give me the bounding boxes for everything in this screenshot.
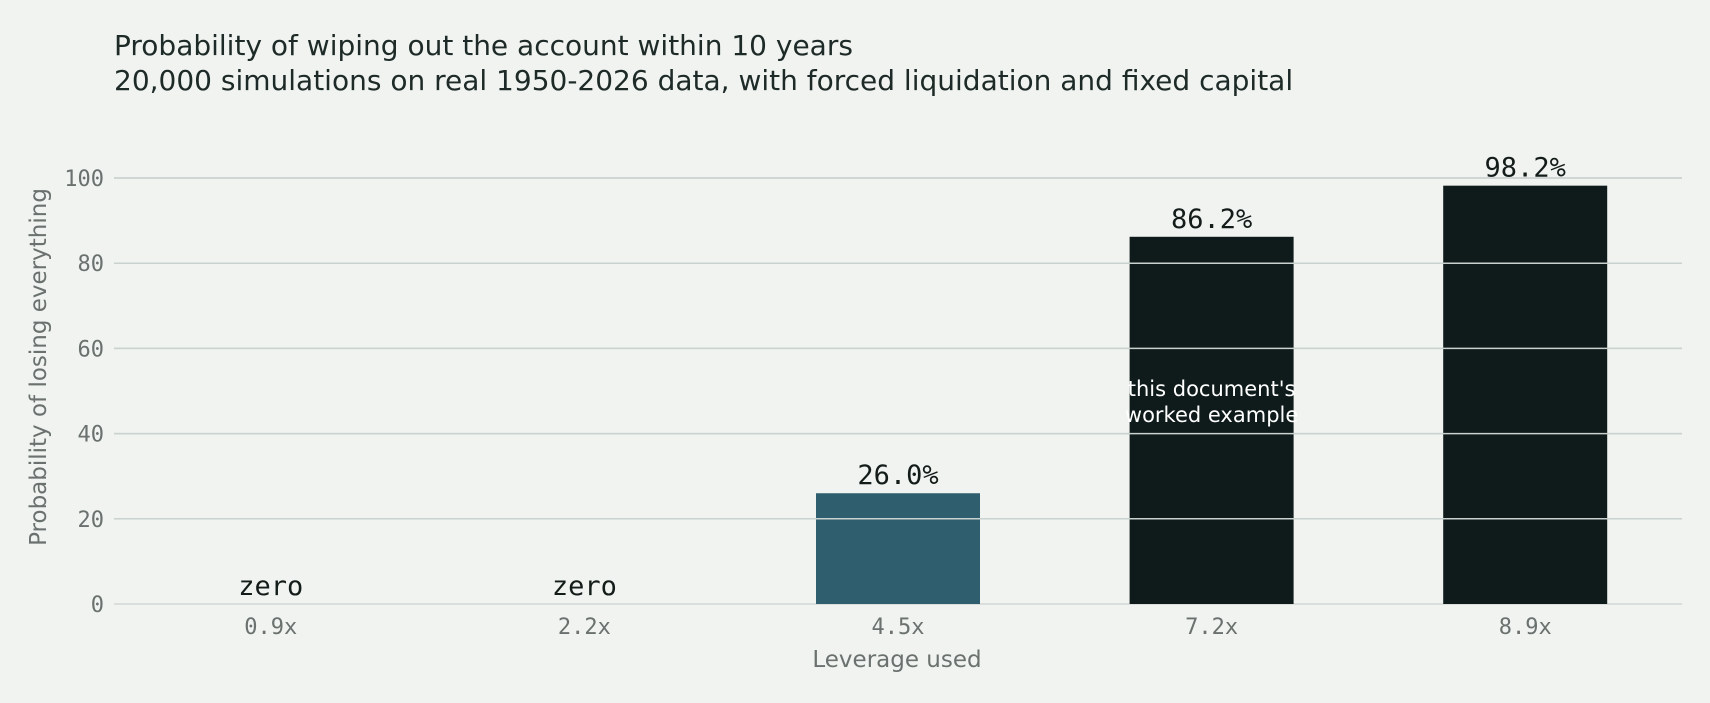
x-tick-label: 0.9x [244,615,297,640]
data-label: 26.0% [857,460,938,491]
y-tick-label: 20 [78,508,105,533]
x-axis-label: Leverage used [812,647,981,673]
data-label: zero [552,571,617,602]
bar [816,493,980,604]
y-tick-label: 100 [64,167,104,192]
bar [1129,236,1294,604]
data-label: 86.2% [1171,204,1252,235]
x-axis-ticks: 0.9x 2.2x 4.5x 7.2x 8.9x [244,615,1551,640]
y-axis-ticks: 0 20 40 60 80 100 [64,167,104,618]
data-label: zero [238,571,303,602]
y-tick-label: 40 [78,423,105,448]
chart-subtitle: 20,000 simulations on real 1950-2026 dat… [114,64,1293,97]
x-tick-label: 8.9x [1499,615,1552,640]
chart-title: Probability of wiping out the account wi… [114,29,853,62]
x-tick-label: 4.5x [872,615,925,640]
x-tick-label: 7.2x [1185,615,1238,640]
y-axis-label: Probability of losing everything [26,188,52,546]
x-tick-label: 2.2x [558,615,611,640]
y-tick-label: 0 [91,593,104,618]
bars [816,185,1608,604]
bar [1443,185,1608,604]
data-labels: zero zero 26.0% 86.2% 98.2% [238,153,1566,602]
annotation-text: worked example [1125,403,1298,427]
gridlines-over-bars [114,177,1682,520]
annotation-text: this document's [1128,377,1296,401]
y-tick-label: 60 [78,337,105,362]
data-label: 98.2% [1485,153,1566,184]
y-tick-label: 80 [78,252,105,277]
